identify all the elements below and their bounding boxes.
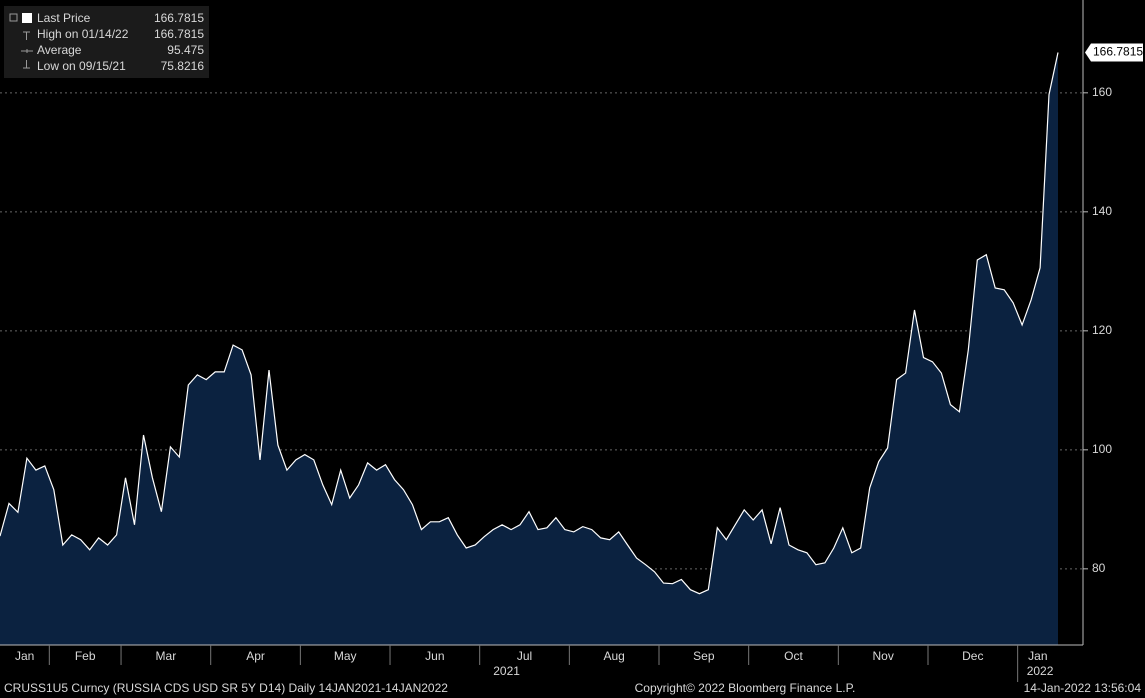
- year-label: 2022: [1027, 664, 1054, 678]
- legend-value: 166.7815: [154, 11, 204, 25]
- x-tick-label: Apr: [246, 649, 265, 663]
- legend-label: Last Price: [37, 11, 91, 25]
- x-tick-label: Feb: [75, 649, 96, 663]
- x-tick-label: Dec: [962, 649, 983, 663]
- legend-label: Average: [37, 43, 82, 57]
- x-tick-label: Mar: [156, 649, 177, 663]
- y-tick-label: 120: [1092, 323, 1112, 337]
- y-tick-label: 100: [1092, 442, 1112, 456]
- year-label: 2021: [493, 664, 520, 678]
- legend-icon: [21, 49, 33, 53]
- legend-value: 75.8216: [161, 59, 205, 73]
- legend-icon: [23, 60, 30, 69]
- legend-value: 95.475: [167, 43, 204, 57]
- x-tick-label: Aug: [603, 649, 624, 663]
- last-price-tag: [1085, 43, 1143, 62]
- plot: [0, 52, 1083, 645]
- x-tick-label: Jan: [15, 649, 34, 663]
- footer-source: CRUSS1U5 Curncy (RUSSIA CDS USD SR 5Y D1…: [4, 681, 448, 695]
- legend-swatch: [22, 13, 32, 23]
- area: [0, 52, 1058, 645]
- x-tick-label: Oct: [784, 649, 803, 663]
- x-tick-label: Jul: [517, 649, 532, 663]
- y-tick-label: 140: [1092, 204, 1112, 218]
- footer-timestamp: 14-Jan-2022 13:56:04: [1024, 681, 1142, 695]
- y-tick-label: 80: [1092, 561, 1106, 575]
- legend-box: [4, 6, 209, 78]
- x-tick-label: May: [334, 649, 357, 663]
- legend-label: Low on 09/15/21: [37, 59, 126, 73]
- footer-copyright: Copyright© 2022 Bloomberg Finance L.P.: [635, 681, 856, 695]
- x-tick-label: Jun: [425, 649, 444, 663]
- x-tick-label: Jan: [1028, 649, 1047, 663]
- legend-icon: [9, 13, 18, 22]
- legend-label: High on 01/14/22: [37, 27, 129, 41]
- legend-value: 166.7815: [154, 27, 204, 41]
- y-tick-label: 160: [1092, 85, 1112, 99]
- legend-icon: [23, 31, 30, 40]
- x-tick-label: Sep: [693, 649, 715, 663]
- last-price-label: 166.7815: [1093, 45, 1143, 59]
- x-tick-label: Nov: [872, 649, 893, 663]
- line: [0, 52, 1059, 595]
